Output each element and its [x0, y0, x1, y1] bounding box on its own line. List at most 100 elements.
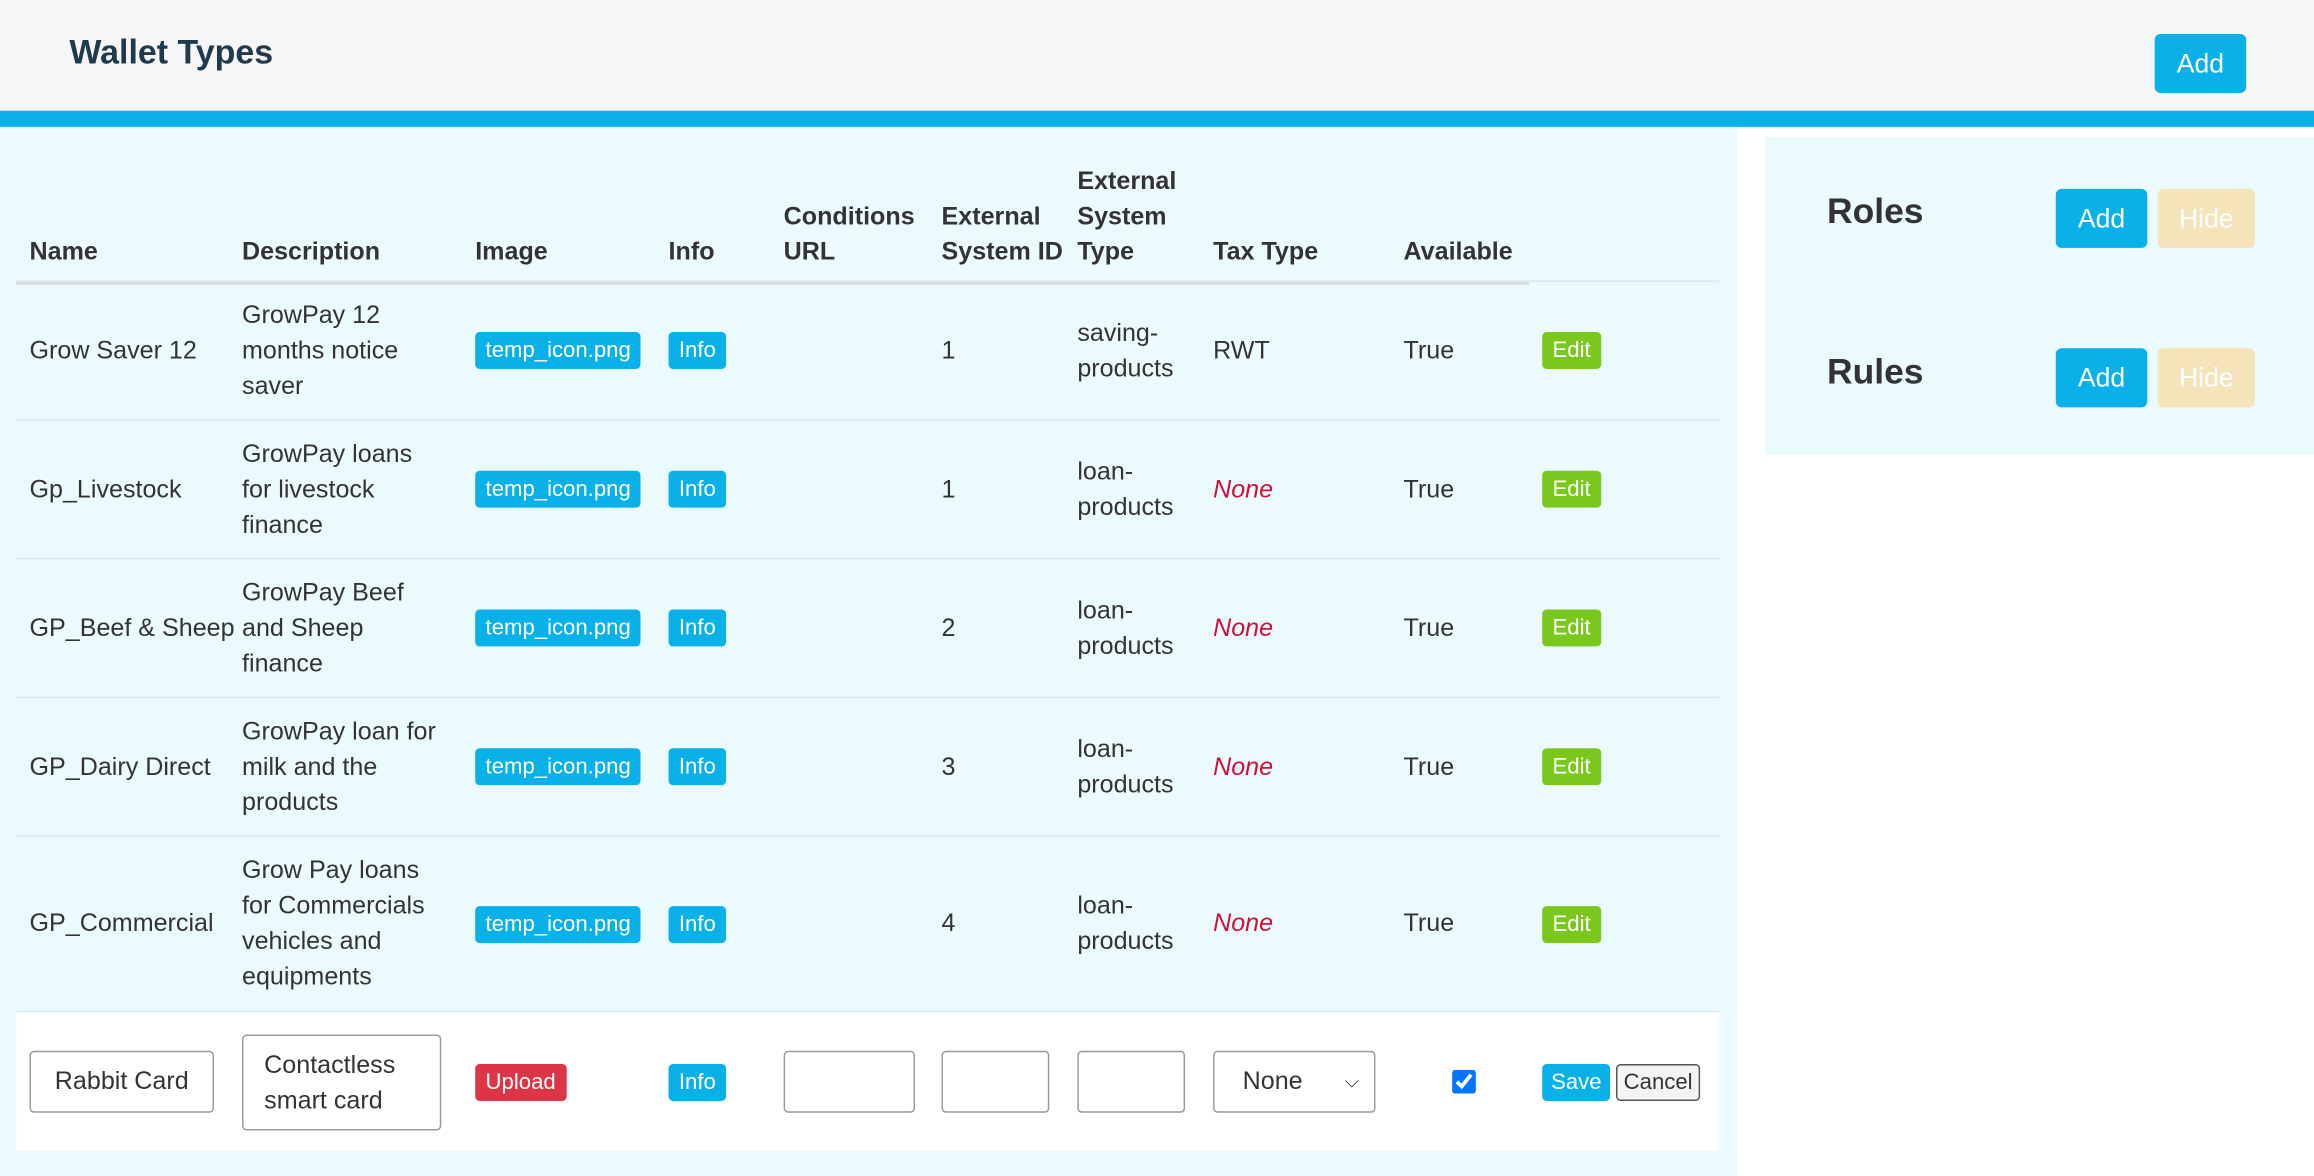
- table-cell: 1: [942, 282, 1067, 419]
- column-header: Description: [242, 235, 441, 270]
- rules-add-button[interactable]: Add: [2056, 348, 2147, 407]
- info-button[interactable]: Info: [669, 905, 727, 942]
- tax-type-select[interactable]: None⌵: [1213, 1051, 1375, 1113]
- edit-button[interactable]: Edit: [1542, 610, 1601, 647]
- name: GP_Commercial: [30, 906, 214, 941]
- table-row: Grow Saver 12 GrowPay 12 months notice sa…: [16, 280, 1719, 419]
- table-cell: saving-products: [1077, 282, 1202, 419]
- column-header: Conditions URL: [784, 199, 932, 270]
- roles-hide-button[interactable]: Hide: [2158, 189, 2255, 248]
- image-tag[interactable]: temp_icon.png: [475, 905, 641, 942]
- cancel-button[interactable]: Cancel: [1616, 1063, 1700, 1100]
- roles-add-button[interactable]: Add: [2056, 189, 2147, 248]
- description: GrowPay Beef and Sheep finance: [242, 575, 441, 681]
- column-header: Image: [475, 235, 659, 270]
- table-cell: GrowPay loans for livestock finance: [242, 421, 441, 558]
- name-input[interactable]: Rabbit Card: [30, 1051, 214, 1113]
- rules-hide-button[interactable]: Hide: [2158, 348, 2255, 407]
- table-cell: Gp_Livestock: [30, 421, 237, 558]
- image-tag[interactable]: temp_icon.png: [475, 610, 641, 647]
- table-row: GP_Beef & SheepGrowPay Beef and Sheep fi…: [16, 558, 1719, 697]
- table-cell: GrowPay 12 months notice saver: [242, 282, 441, 419]
- table-row: GP_Commercial Grow Pay loans for Commerci…: [16, 835, 1719, 1011]
- info-button[interactable]: Info: [669, 1063, 727, 1100]
- name: Grow Saver 12: [30, 333, 197, 368]
- table-row: Gp_LivestockGrowPay loans for livestock …: [16, 419, 1719, 558]
- rules-title: Rules: [1827, 353, 1923, 394]
- add-button[interactable]: Add: [2155, 34, 2246, 93]
- name: GP_Beef & Sheep: [30, 610, 235, 645]
- external-id-input[interactable]: [942, 1051, 1050, 1113]
- external-system-id: 1: [942, 333, 956, 368]
- table-cell: [1403, 1012, 1524, 1151]
- info-button[interactable]: Info: [669, 332, 727, 369]
- table-cell: GrowPay loan for milk and the products: [242, 698, 441, 835]
- available: True: [1403, 749, 1454, 784]
- info-button[interactable]: Info: [669, 610, 727, 647]
- info-button[interactable]: Info: [669, 471, 727, 508]
- edit-button[interactable]: Edit: [1542, 332, 1601, 369]
- table-cell: temp_icon.png: [475, 698, 659, 835]
- table-cell: True: [1403, 837, 1536, 1011]
- column-header: Name: [30, 235, 237, 270]
- roles-title: Roles: [1827, 192, 1923, 233]
- save-button[interactable]: Save: [1542, 1063, 1610, 1100]
- table-cell: True: [1403, 698, 1536, 835]
- table-cell: Info: [669, 837, 780, 1011]
- table-cell: SaveCancel: [1542, 1012, 1712, 1151]
- tax-type-none: None: [1213, 610, 1273, 645]
- column-header: Info: [669, 235, 780, 270]
- table-cell: Edit: [1542, 698, 1712, 835]
- edit-button[interactable]: Edit: [1542, 471, 1601, 508]
- name: GP_Dairy Direct: [30, 749, 211, 784]
- external-system-type: loan-products: [1077, 731, 1202, 802]
- table-cell: True: [1403, 559, 1536, 696]
- tax-type-value: None: [1243, 1064, 1303, 1099]
- header-stripe: [0, 111, 2314, 127]
- external-system-type: loan-products: [1077, 593, 1202, 664]
- available: True: [1403, 333, 1454, 368]
- upload-button[interactable]: Upload: [475, 1063, 566, 1100]
- column-header: External System ID: [942, 199, 1067, 270]
- external-type-input[interactable]: [1077, 1051, 1185, 1113]
- external-system-type: loan-products: [1077, 888, 1202, 959]
- description: Grow Pay loans for Commercials vehicles …: [242, 853, 441, 995]
- table-cell: Info: [669, 1012, 780, 1151]
- table-cell: Edit: [1542, 282, 1712, 419]
- table-cell: Edit: [1542, 421, 1712, 558]
- table-cell: RWT: [1213, 282, 1397, 419]
- external-system-id: 4: [942, 906, 956, 941]
- table-cell: None⌵: [1213, 1012, 1397, 1151]
- description-textarea[interactable]: Contactless smart card: [242, 1034, 441, 1130]
- table-cell: Grow Pay loans for Commercials vehicles …: [242, 837, 441, 1011]
- tax-type-none: None: [1213, 749, 1273, 784]
- table-cell: None: [1213, 559, 1397, 696]
- column-header: External System Type: [1077, 164, 1202, 270]
- tax-type-none: None: [1213, 472, 1273, 507]
- table-cell: GP_Beef & Sheep: [30, 559, 237, 696]
- table-cell: [784, 1012, 932, 1151]
- table-cell: None: [1213, 837, 1397, 1011]
- edit-button[interactable]: Edit: [1542, 748, 1601, 785]
- image-tag[interactable]: temp_icon.png: [475, 471, 641, 508]
- image-tag[interactable]: temp_icon.png: [475, 748, 641, 785]
- table-cell: Contactless smart card: [242, 1012, 441, 1151]
- available-checkbox[interactable]: [1452, 1070, 1476, 1094]
- table-cell: None: [1213, 421, 1397, 558]
- table-cell: Grow Saver 12: [30, 282, 237, 419]
- edit-button[interactable]: Edit: [1542, 905, 1601, 942]
- column-header: Available: [1403, 235, 1536, 270]
- external-system-id: 2: [942, 610, 956, 645]
- table-header: NameDescriptionImageInfoConditions URLEx…: [16, 148, 1529, 285]
- table-cell: Rabbit Card: [30, 1012, 237, 1151]
- table-cell: 2: [942, 559, 1067, 696]
- header-bar: [0, 0, 2314, 111]
- column-header: Tax Type: [1213, 235, 1397, 270]
- info-button[interactable]: Info: [669, 748, 727, 785]
- image-tag[interactable]: temp_icon.png: [475, 332, 641, 369]
- conditions-url-input[interactable]: [784, 1051, 915, 1113]
- table-cell: temp_icon.png: [475, 837, 659, 1011]
- table-cell: [1077, 1012, 1202, 1151]
